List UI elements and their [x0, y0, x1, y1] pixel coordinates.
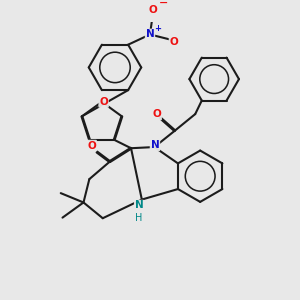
Text: O: O [87, 141, 96, 151]
Text: O: O [169, 37, 178, 47]
Text: −: − [158, 0, 168, 8]
Text: O: O [148, 5, 157, 15]
Text: H: H [135, 213, 142, 223]
Text: O: O [99, 97, 108, 107]
Text: N: N [134, 200, 143, 210]
Text: +: + [154, 24, 161, 33]
Text: O: O [152, 110, 161, 119]
Text: N: N [146, 29, 154, 40]
Text: N: N [151, 140, 159, 150]
